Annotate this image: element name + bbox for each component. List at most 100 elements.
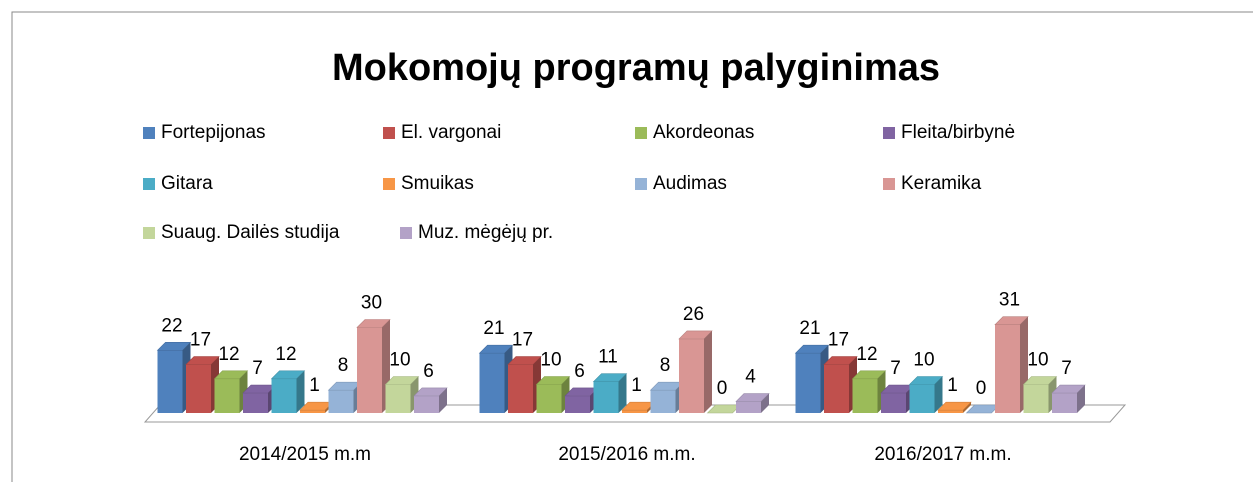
data-label: 7 (890, 358, 901, 379)
bar-side (934, 376, 943, 413)
data-label: 26 (683, 304, 704, 325)
bar-side (1077, 385, 1085, 413)
bar-side (618, 373, 627, 413)
bar-front (593, 381, 619, 413)
bar (535, 376, 571, 413)
bar-front (479, 353, 505, 413)
bar (851, 370, 887, 413)
data-label: 8 (338, 355, 349, 376)
bar-front (357, 327, 382, 413)
bar-side (963, 402, 971, 413)
bar (213, 370, 249, 413)
legend-swatch (635, 178, 647, 190)
data-label: 1 (947, 375, 958, 396)
data-label: 0 (717, 378, 728, 399)
data-label: 17 (828, 330, 849, 351)
data-label: 8 (660, 355, 671, 376)
bar (937, 401, 972, 413)
data-label: 12 (856, 344, 877, 365)
legend-swatch (143, 178, 155, 190)
chart-title: Mokomojų programų palyginimas (332, 47, 940, 89)
bar-front (414, 395, 439, 413)
bar (384, 376, 420, 413)
legend-label: Fortepijonas (161, 122, 266, 143)
bar (794, 344, 830, 413)
data-label: 12 (218, 344, 239, 365)
legend-swatch (383, 127, 395, 139)
bar-front (622, 410, 647, 413)
legend-label: Suaug. Dailės studija (161, 222, 340, 243)
data-label: 12 (275, 344, 296, 365)
bar-side (761, 393, 769, 413)
data-label: 10 (540, 350, 561, 371)
data-label: 6 (423, 361, 434, 382)
legend-label: Muz. mėgėjų pr. (418, 222, 553, 243)
data-label: 11 (598, 347, 618, 368)
bar-front (536, 384, 562, 413)
bar (327, 381, 363, 413)
legend-swatch (143, 127, 155, 139)
bar (356, 319, 391, 413)
legend-swatch (883, 178, 895, 190)
bar-front (679, 338, 704, 413)
bar (649, 381, 685, 413)
bar (1022, 376, 1058, 413)
bar-front (186, 364, 211, 413)
bar-front (214, 378, 240, 413)
bar-front (157, 350, 183, 413)
bar-front (795, 353, 821, 413)
legend-label: Fleita/birbynė (901, 122, 1015, 143)
data-label: 10 (913, 350, 934, 371)
data-label: 30 (361, 293, 382, 314)
bar-side (296, 370, 305, 413)
bar-front (650, 390, 676, 413)
bar (678, 330, 713, 413)
legend-label: Gitara (161, 173, 213, 194)
data-label: 1 (631, 375, 642, 396)
bar-front (938, 410, 963, 413)
bar-front (995, 324, 1020, 413)
bar (413, 387, 448, 413)
bar (908, 376, 944, 413)
bar (592, 373, 628, 413)
legend-label: El. vargonai (401, 122, 501, 143)
legend-label: Keramika (901, 173, 982, 194)
bar-front (508, 364, 533, 413)
bar-front (385, 384, 411, 413)
legend-label: Smuikas (401, 173, 474, 194)
data-label: 21 (799, 318, 820, 339)
bar (564, 387, 599, 413)
bar-side (439, 387, 447, 413)
bar-front (300, 410, 325, 413)
data-label: 7 (252, 358, 263, 379)
bar-front (271, 378, 297, 413)
x-tick-label: 2014/2015 m.m (239, 444, 371, 465)
bar (880, 384, 915, 413)
data-label: 7 (1061, 358, 1072, 379)
bar-side (704, 330, 712, 413)
bar-front (909, 384, 935, 413)
bar (270, 370, 306, 413)
bar-front (1023, 384, 1049, 413)
bar (735, 393, 770, 413)
legend-swatch (883, 127, 895, 139)
legend-swatch (143, 227, 155, 239)
frame (11, 11, 1253, 482)
bar (185, 356, 220, 413)
bar-front (243, 393, 268, 413)
bar-front (824, 364, 849, 413)
data-label: 10 (1027, 350, 1048, 371)
bar-front (565, 395, 590, 413)
bar-front (736, 401, 761, 413)
data-label: 22 (161, 315, 182, 336)
data-label: 0 (976, 378, 987, 399)
legend-label: Audimas (653, 173, 727, 194)
bar (242, 384, 277, 413)
x-tick-label: 2016/2017 m.m. (874, 444, 1011, 465)
data-label: 17 (190, 330, 211, 351)
data-label: 31 (999, 290, 1020, 311)
data-label: 6 (574, 361, 585, 382)
bar (1051, 384, 1086, 413)
bar-front (328, 390, 354, 413)
